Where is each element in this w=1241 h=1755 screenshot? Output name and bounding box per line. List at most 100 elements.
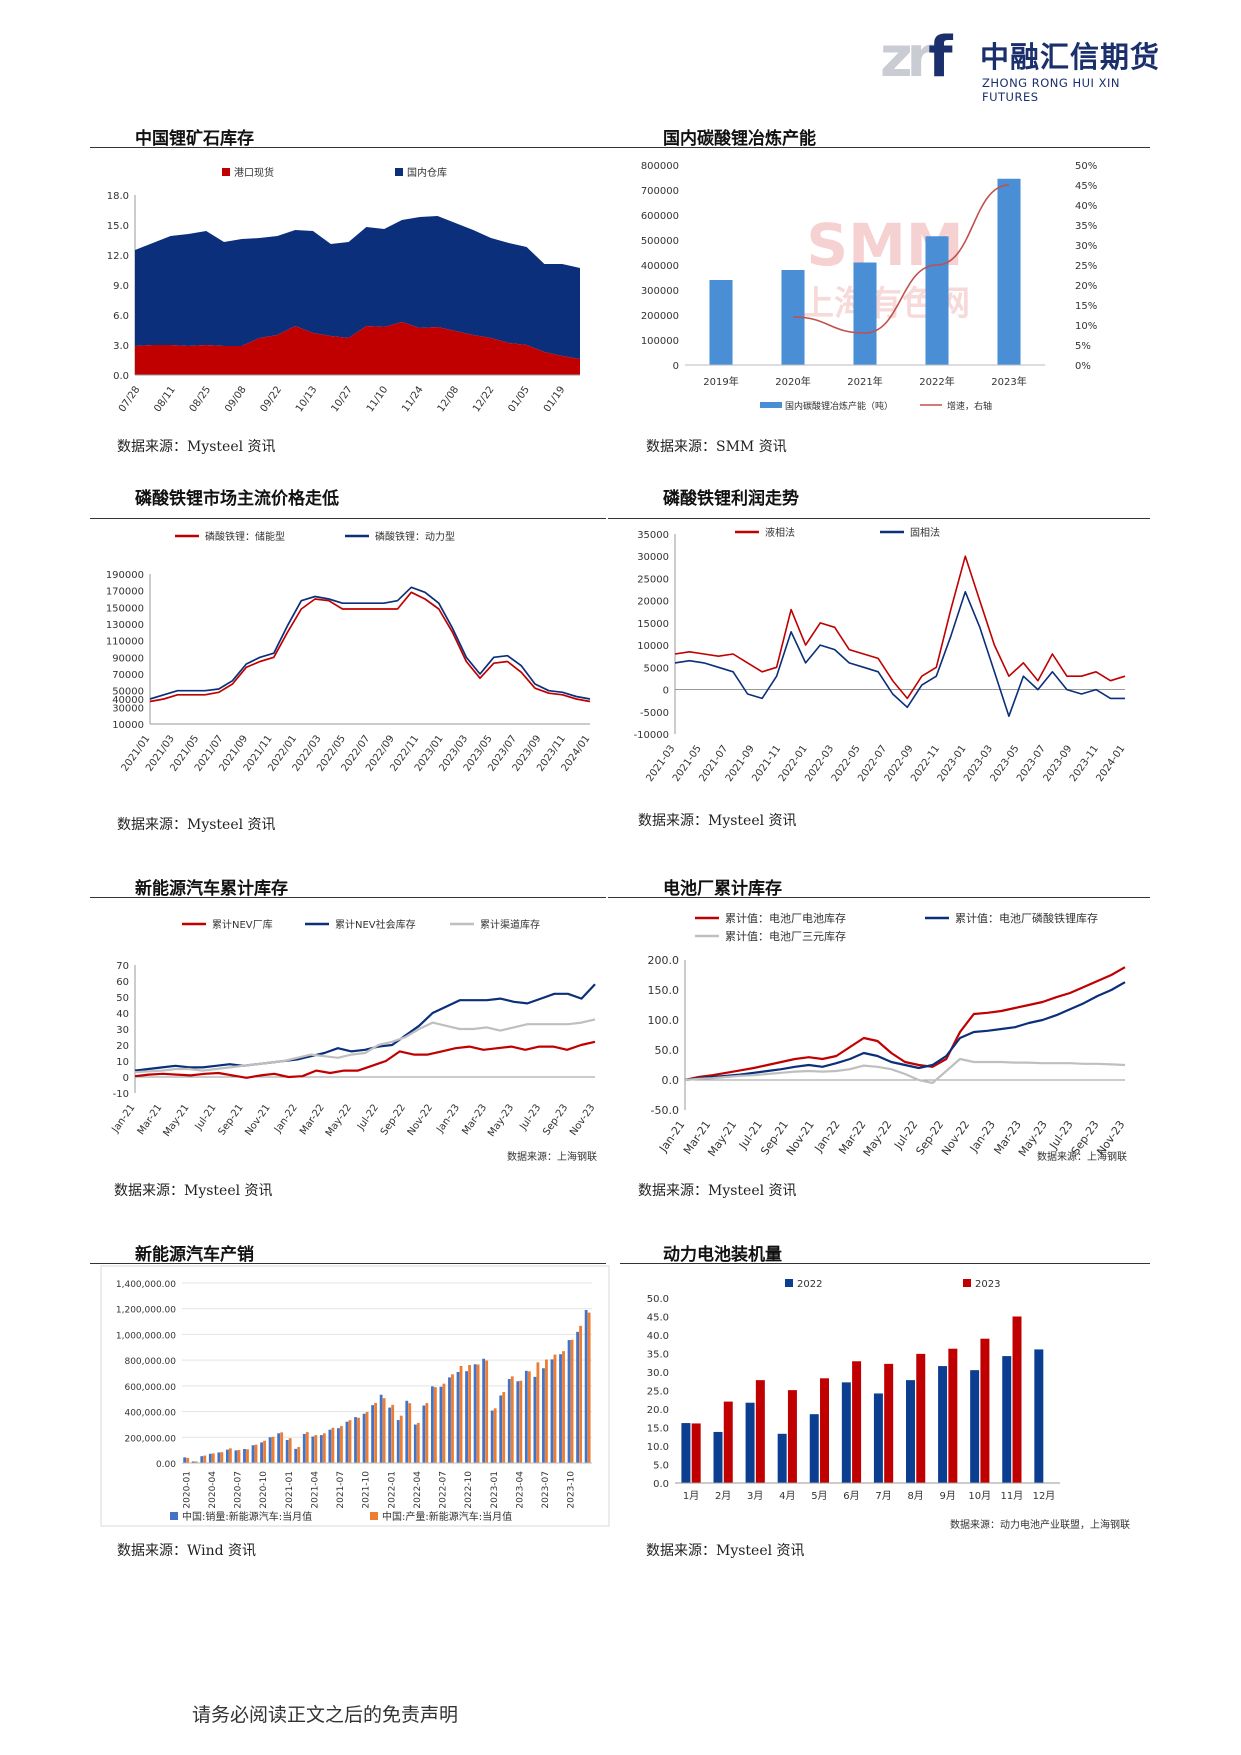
y-tick-label: 50000 <box>112 687 144 698</box>
source-note: 数据来源：Mysteel 资讯 <box>114 1183 273 1199</box>
x-tick-label: Jan-23 <box>434 1102 462 1135</box>
y-tick-label: 25000 <box>637 574 669 585</box>
bar-sales <box>584 1310 588 1463</box>
bar-production <box>348 1420 352 1463</box>
bar-sales <box>268 1437 272 1463</box>
y2-tick-label: 35% <box>1075 221 1097 232</box>
bar-2022 <box>970 1370 980 1483</box>
bar-sales <box>217 1452 221 1463</box>
y-tick-label: -10000 <box>634 730 669 741</box>
y2-tick-label: 15% <box>1075 301 1097 312</box>
bar-production <box>553 1354 557 1463</box>
y-tick-label: 40.0 <box>647 1331 669 1342</box>
legend-label: 中国:销量:新能源汽车:当月值 <box>182 1510 312 1523</box>
bar-2023 <box>1012 1316 1022 1483</box>
x-tick-label: 11/10 <box>365 384 391 414</box>
x-tick-label: 2022-10 <box>464 1471 474 1509</box>
bar-production <box>408 1403 412 1463</box>
company-logo: zrf 中融汇信期货 ZHONG RONG HUI XIN FUTURES <box>880 25 1170 105</box>
x-tick-label: May-23 <box>486 1102 516 1138</box>
bar-sales <box>388 1407 392 1463</box>
logo-mark: zrf <box>880 25 953 90</box>
x-tick-label: 2019年 <box>703 375 738 388</box>
chart-title-lithium-carbonate-capacity: 国内碳酸锂冶炼产能 <box>663 129 816 149</box>
bar-production <box>237 1450 241 1463</box>
chart-title-lfp-profit: 磷酸铁锂利润走势 <box>663 489 799 509</box>
bar-production <box>587 1312 591 1463</box>
y-tick-label: 6.0 <box>113 311 129 322</box>
inner-source-note: 数据来源：上海钢联 <box>507 1150 597 1163</box>
bar-production <box>365 1411 369 1463</box>
legend-swatch <box>370 1512 378 1520</box>
x-tick-label: Nov-21 <box>243 1102 272 1137</box>
bar-sales <box>576 1331 580 1463</box>
section-divider <box>608 897 1150 898</box>
bar-production <box>451 1374 454 1463</box>
legend-label: 固相法 <box>910 526 940 539</box>
bar-production <box>314 1435 318 1463</box>
y-tick-label: 400000 <box>641 261 679 272</box>
y-tick-label: 100.0 <box>648 1014 680 1027</box>
chart-title-nev-inventory: 新能源汽车累计库存 <box>135 879 288 899</box>
x-tick-label: 8月 <box>907 1490 923 1502</box>
bar-2023 <box>723 1401 733 1483</box>
x-tick-label: Sep-21 <box>216 1102 245 1137</box>
section-divider <box>90 518 606 519</box>
x-tick-label: 07/28 <box>117 384 143 414</box>
y-tick-label: 20 <box>116 1041 129 1052</box>
x-tick-label: 5月 <box>811 1490 827 1502</box>
y-tick-label: -50.0 <box>651 1104 679 1117</box>
x-tick-label: 12月 <box>1033 1490 1056 1502</box>
line-series-3 <box>684 1057 1126 1085</box>
y-tick-label: 70 <box>116 961 129 972</box>
x-tick-label: 12/08 <box>436 384 462 414</box>
chart-frame <box>100 1265 610 1527</box>
bar-sales <box>294 1448 298 1463</box>
bar-sales <box>448 1377 451 1463</box>
x-tick-label: 2023-10 <box>567 1471 577 1509</box>
bar-production <box>280 1432 284 1463</box>
section-divider <box>608 518 1150 519</box>
x-tick-label: 08/25 <box>188 384 214 414</box>
y-tick-label: 3.0 <box>113 341 129 352</box>
y-tick-label: 18.0 <box>107 191 129 202</box>
logo-english-name: ZHONG RONG HUI XIN FUTURES <box>982 76 1120 104</box>
bar-production <box>254 1444 258 1463</box>
x-tick-label: 3月 <box>747 1490 763 1502</box>
legend-label: 累计渠道库存 <box>480 918 540 931</box>
legend-swatch <box>785 1279 793 1287</box>
legend-swatch <box>963 1279 971 1287</box>
x-tick-label: 11月 <box>1001 1490 1024 1502</box>
legend-swatch <box>760 402 782 408</box>
y-tick-label: 5000 <box>644 663 669 674</box>
bar-2023 <box>884 1363 894 1483</box>
y-tick-label: 30000 <box>112 703 144 714</box>
legend-label: 中国:产量:新能源汽车:当月值 <box>382 1510 512 1523</box>
y-tick-label: 50 <box>116 993 129 1004</box>
bar-2023 <box>820 1378 829 1483</box>
bar-sales <box>243 1448 246 1463</box>
y-tick-label: 30000 <box>637 552 669 563</box>
y-tick-label: 15.0 <box>107 221 129 232</box>
x-tick-label: 9月 <box>940 1490 956 1502</box>
y-tick-label: 60 <box>116 977 129 988</box>
y-tick-label: 10 <box>116 1057 129 1068</box>
y-tick-label: 50.0 <box>647 1294 669 1305</box>
bar-sales <box>473 1364 477 1463</box>
bar-2022 <box>745 1402 755 1483</box>
inner-source-note: 数据来源：上海钢联 <box>1037 1150 1127 1163</box>
bar-production <box>194 1461 198 1463</box>
y-tick-label: 9.0 <box>113 281 129 292</box>
source-note: 数据来源：Mysteel 资讯 <box>117 817 276 833</box>
bar-production <box>263 1440 266 1463</box>
y-tick-label: 0.0 <box>653 1479 669 1490</box>
bar-sales <box>516 1381 520 1463</box>
bar-2022 <box>809 1414 819 1483</box>
y-tick-label: 25.0 <box>647 1387 669 1398</box>
bar-sales <box>354 1417 357 1463</box>
y-tick-label: 30 <box>116 1025 129 1036</box>
x-tick-label: 6月 <box>843 1490 859 1502</box>
bar-production <box>399 1415 403 1463</box>
bar-2022 <box>1034 1349 1044 1483</box>
y-tick-label: 500000 <box>641 236 679 247</box>
